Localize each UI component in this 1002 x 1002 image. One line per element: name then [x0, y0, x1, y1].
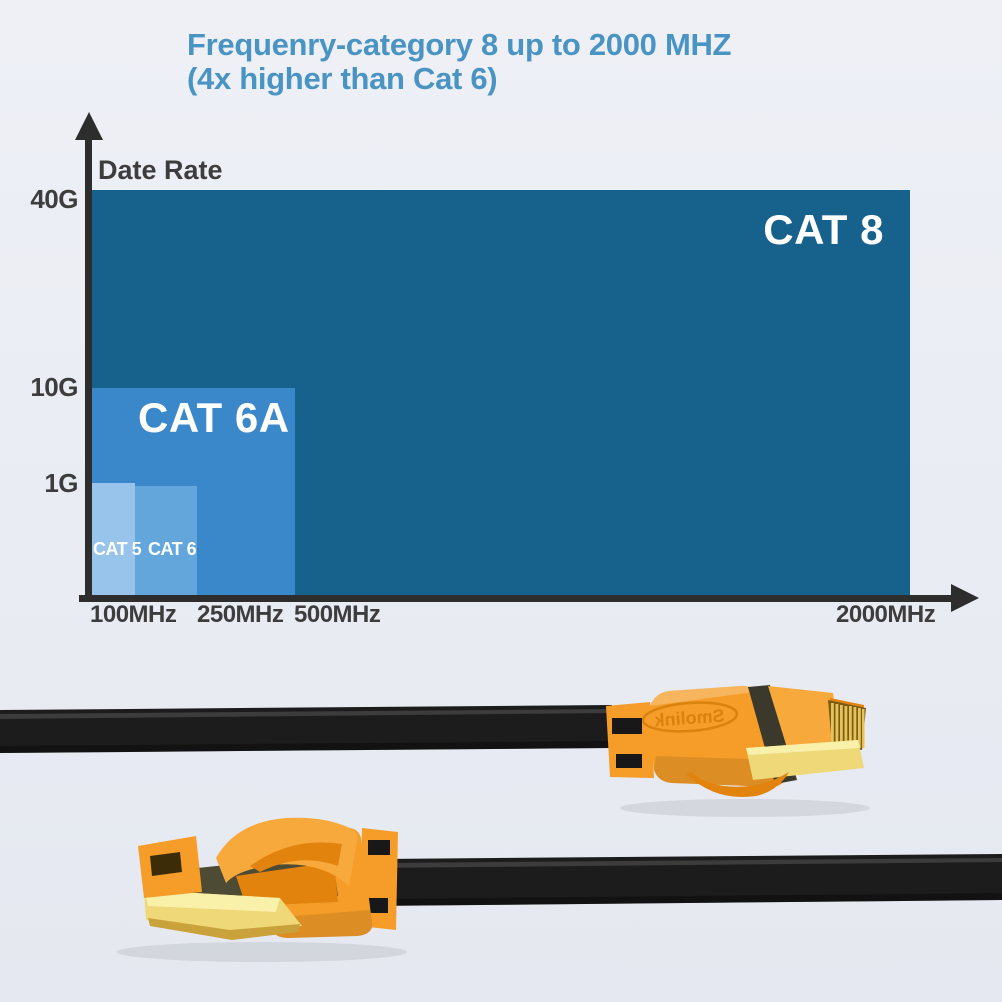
ethernet-cable-bottom — [117, 817, 1002, 962]
x-tick-2000mhz: 2000MHz — [836, 601, 936, 628]
page-title: Frequenry-category 8 up to 2000 MHZ (4x … — [187, 28, 731, 96]
title-line-1: Frequenry-category 8 up to 2000 MHZ — [187, 27, 732, 62]
collar-notch — [366, 898, 388, 913]
collar-notch — [616, 754, 642, 768]
x-axis-line — [79, 595, 955, 602]
cable-shade — [0, 741, 612, 753]
bar-label-cat8: CAT 8 — [763, 206, 884, 253]
cable-shadow — [620, 799, 870, 817]
rj45-connector-right: Smolink — [606, 685, 866, 798]
frequency-datarate-chart: Date Rate 40G 10G 1G CAT 8 CAT 6A CAT 5 … — [30, 112, 979, 628]
brand-oval — [641, 701, 739, 733]
cable-shade — [374, 893, 1002, 906]
brand-text: Smolink — [653, 706, 725, 731]
product-photo: Smolink — [0, 685, 1002, 962]
gold-shield-highlight — [144, 890, 280, 912]
y-axis-arrow-icon — [75, 112, 103, 140]
plug-inner — [236, 862, 338, 906]
gold-shield-edge — [148, 918, 300, 940]
cable-highlight — [0, 709, 612, 719]
clip-hole — [150, 852, 182, 876]
flat-cable — [0, 705, 612, 753]
bar-label-cat5: CAT 5 — [93, 539, 142, 559]
bar-label-cat6: CAT 6 — [148, 539, 197, 559]
title-line-2: (4x higher than Cat 6) — [187, 61, 498, 96]
rj45-connector-left — [138, 817, 398, 940]
gold-pins-icon — [831, 703, 865, 748]
y-axis-line — [85, 138, 92, 602]
y-axis-title: Date Rate — [98, 155, 223, 185]
flat-cable — [374, 854, 1002, 906]
x-tick-100mhz: 100MHz — [90, 601, 177, 628]
y-tick-10g: 10G — [30, 372, 78, 402]
ethernet-cable-top: Smolink — [0, 685, 870, 817]
x-tick-250mhz: 250MHz — [197, 601, 284, 628]
y-tick-40g: 40G — [30, 184, 78, 214]
y-tick-1g: 1G — [44, 468, 78, 498]
bar-label-cat6a: CAT 6A — [138, 394, 290, 441]
cable-shadow — [117, 942, 407, 962]
cable-highlight — [374, 858, 1002, 868]
latch-clip — [686, 772, 789, 798]
gold-shield-highlight — [746, 740, 860, 755]
x-tick-500mhz: 500MHz — [294, 601, 381, 628]
collar-notch — [368, 840, 390, 855]
x-axis-arrow-icon — [951, 584, 979, 612]
boot-highlight — [650, 685, 754, 706]
collar-notch — [612, 718, 642, 734]
bar-cat5 — [92, 483, 135, 595]
latch-ridge — [250, 842, 342, 872]
